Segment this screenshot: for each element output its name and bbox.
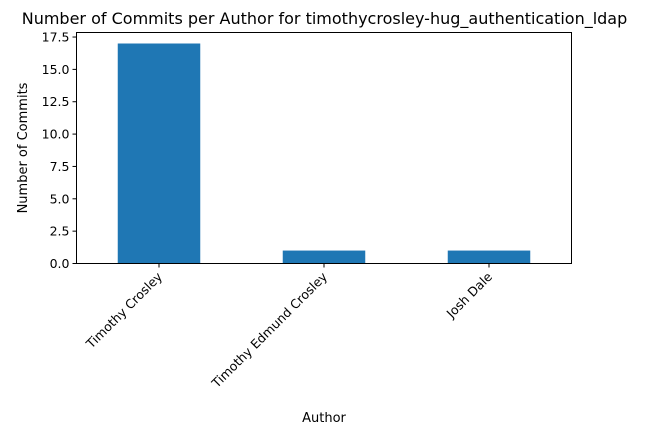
bar [282, 250, 366, 264]
bar [117, 43, 201, 264]
y-tick-label: 7.5 [50, 159, 70, 174]
x-axis-label: Author [302, 411, 346, 426]
chart-title: Number of Commits per Author for timothy… [22, 9, 628, 29]
y-tick-label: 12.5 [42, 94, 70, 109]
x-axis: Timothy Crosley Timothy Edmund Crosley Jos… [82, 263, 496, 392]
y-tick-label: 0.0 [50, 256, 70, 271]
bars-group [117, 43, 531, 264]
y-axis-label: Number of Commits [16, 82, 31, 213]
y-tick-label: 17.5 [42, 30, 70, 45]
y-tick-label: 2.5 [50, 224, 70, 239]
x-tick-label: Timothy Crosley [82, 269, 165, 352]
x-tick-label: Josh Dale [443, 269, 496, 322]
y-axis: 0.0 2.5 5.0 7.5 10.0 12.5 15.0 17.5 [42, 30, 77, 271]
y-tick-label: 15.0 [42, 62, 70, 77]
bar [447, 250, 531, 264]
y-tick-label: 5.0 [50, 191, 70, 206]
x-tick-label: Timothy Edmund Crosley [208, 269, 331, 392]
y-tick-label: 10.0 [42, 127, 70, 142]
